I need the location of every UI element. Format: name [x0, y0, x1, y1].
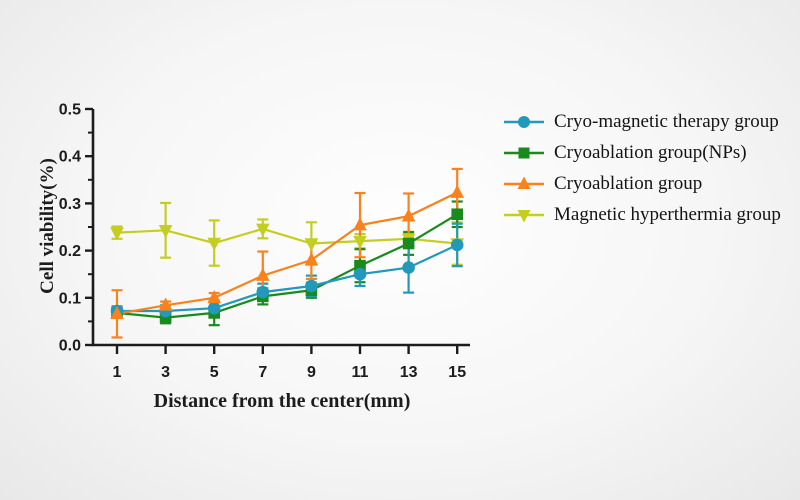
svg-text:0.4: 0.4: [59, 149, 81, 166]
svg-text:5: 5: [210, 364, 219, 381]
legend: Cryo-magnetic therapy group Cryoablation…: [503, 106, 781, 230]
svg-text:9: 9: [307, 364, 316, 381]
svg-text:0.1: 0.1: [59, 290, 81, 307]
svg-text:0.0: 0.0: [59, 338, 81, 355]
svg-text:15: 15: [448, 364, 466, 381]
legend-item-magnetic-hyperthermia: Magnetic hyperthermia group: [503, 199, 781, 230]
legend-item-cryoablation-nps: Cryoablation group(NPs): [503, 137, 781, 168]
y-axis-title: Cell viability(%): [37, 158, 58, 294]
square-marker-icon: [504, 147, 544, 158]
svg-text:0.5: 0.5: [59, 102, 81, 119]
svg-text:1: 1: [113, 364, 122, 381]
svg-text:3: 3: [161, 364, 170, 381]
svg-text:11: 11: [352, 364, 369, 381]
triangle-up-marker-icon: [504, 176, 544, 189]
circle-marker-icon: [504, 115, 544, 128]
legend-label: Cryo-magnetic therapy group: [554, 111, 779, 132]
x-axis-title: Distance from the center(mm): [153, 390, 411, 412]
legend-label: Magnetic hyperthermia group: [554, 204, 781, 225]
legend-item-cryo-magnetic: Cryo-magnetic therapy group: [503, 106, 781, 137]
svg-text:7: 7: [258, 364, 267, 381]
legend-item-cryoablation: Cryoablation group: [503, 168, 781, 199]
svg-text:13: 13: [400, 364, 418, 381]
legend-label: Cryoablation group(NPs): [554, 142, 747, 163]
triangle-down-marker-icon: [504, 209, 544, 222]
svg-text:0.3: 0.3: [59, 196, 81, 213]
svg-text:0.2: 0.2: [59, 243, 81, 260]
legend-label: Cryoablation group: [554, 173, 703, 194]
